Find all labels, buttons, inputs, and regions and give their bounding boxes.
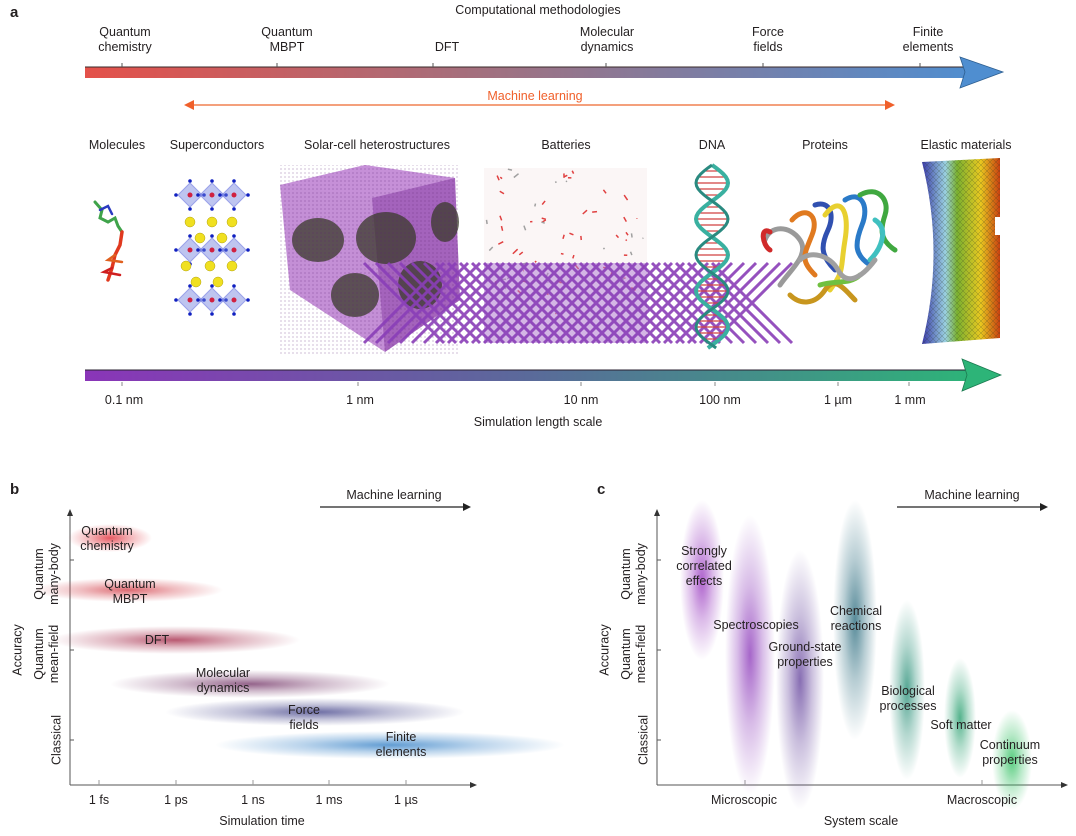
panel-b-xtick-2: 1 ns xyxy=(241,793,265,807)
length-axis-label: Simulation length scale xyxy=(473,415,603,429)
panel-b-y-axis-label: Accuracy xyxy=(10,624,25,676)
pb-blob-2 xyxy=(50,626,300,654)
methods-title: Computational methodologies xyxy=(455,3,621,17)
blob-label-molecular-dynamics: Molecular dynamics xyxy=(195,666,251,695)
blob-label-spectroscopies: Spectroscopies xyxy=(713,618,799,632)
dna-image xyxy=(693,163,731,350)
panel-c-x-axis-label: System scale xyxy=(823,814,899,828)
panel-b-ycat-mean-field: Quantum mean-field xyxy=(32,624,61,684)
pc-blob-6 xyxy=(992,710,1032,810)
panel-c-ml-label: Machine learning xyxy=(924,488,1020,502)
length-tick-2: 10 nm xyxy=(563,393,599,407)
pb-blob-1 xyxy=(33,578,223,602)
panel-a-label: a xyxy=(10,4,19,21)
panel-c-ycat-mean-field: Quantum mean-field xyxy=(619,624,648,684)
pc-blob-5 xyxy=(944,658,976,778)
blob-label-quantum-chemistry: Quantum chemistry xyxy=(80,524,134,553)
panel-b-xtick-1: 1 ps xyxy=(164,793,188,807)
panel-c-xtick-microscopic: Microscopic xyxy=(711,793,777,807)
panel-c-ycat-many-body: Quantum many-body xyxy=(619,543,648,605)
blob-label-dft: DFT xyxy=(144,633,170,647)
ml-range-label: Machine learning xyxy=(487,89,583,103)
blob-label-finite-elements: Finite elements xyxy=(375,730,427,759)
panel-b-blobs xyxy=(33,524,565,759)
system-label-elastic-materials: Elastic materials xyxy=(920,138,1012,152)
system-label-superconductors: Superconductors xyxy=(169,138,265,152)
blob-label-ground-state: Ground-state properties xyxy=(768,640,842,669)
method-label-quantum-chemistry: Quantum chemistry xyxy=(98,25,152,54)
panel-b-axes xyxy=(67,509,477,788)
pb-blob-0 xyxy=(68,524,152,552)
blob-label-force-fields: Force fields xyxy=(288,703,320,732)
length-scale-bar xyxy=(85,358,1003,392)
method-label-force-fields: Force fields xyxy=(752,25,784,54)
panel-b-xtick-4: 1 µs xyxy=(394,793,418,807)
solar-cell-image xyxy=(280,165,460,355)
length-tick-1: 1 nm xyxy=(346,393,374,407)
system-label-proteins: Proteins xyxy=(802,138,848,152)
panel-c-blobs xyxy=(680,500,1032,810)
method-label-dft: DFT xyxy=(434,40,460,54)
blob-label-continuum-properties: Continuum properties xyxy=(979,738,1041,767)
methods-bar xyxy=(85,56,1005,89)
panel-c-ycat-classical: Classical xyxy=(636,714,651,766)
pc-blob-4 xyxy=(889,600,925,780)
protein-image xyxy=(760,189,898,305)
ml-range-arrow xyxy=(184,100,895,110)
length-tick-5: 1 mm xyxy=(894,393,926,407)
batteries-image xyxy=(362,168,794,345)
blob-label-biological-processes: Biological processes xyxy=(879,684,937,713)
pc-blob-2 xyxy=(776,550,824,810)
length-tick-3: 100 nm xyxy=(699,393,741,407)
pc-blob-3 xyxy=(833,500,877,740)
pb-blob-5 xyxy=(215,731,565,759)
panel-b-ml-arrow xyxy=(320,503,471,511)
panel-b-ycat-many-body: Quantum many-body xyxy=(32,543,61,605)
system-label-dna: DNA xyxy=(698,138,726,152)
system-label-molecules: Molecules xyxy=(88,138,146,152)
pc-blob-1 xyxy=(725,515,775,795)
length-tick-0: 0.1 nm xyxy=(104,393,144,407)
panel-c-ml-arrow xyxy=(897,503,1048,511)
length-tick-4: 1 µm xyxy=(823,393,853,407)
blob-label-quantum-mbpt: Quantum MBPT xyxy=(104,577,156,606)
pc-blob-0 xyxy=(680,500,724,660)
system-label-solar-cell: Solar-cell heterostructures xyxy=(304,138,450,152)
panel-c-xtick-macroscopic: Macroscopic xyxy=(946,793,1018,807)
panel-c-label: c xyxy=(597,481,606,498)
elastic-material-image xyxy=(922,158,1000,344)
method-label-quantum-mbpt: Quantum MBPT xyxy=(261,25,313,54)
method-label-finite-elements: Finite elements xyxy=(902,25,954,54)
system-label-batteries: Batteries xyxy=(541,138,591,152)
panel-b-ycat-classical: Classical xyxy=(49,714,64,766)
molecule-image xyxy=(93,200,124,282)
method-label-molecular-dynamics: Molecular dynamics xyxy=(579,25,635,54)
panel-b-ml-label: Machine learning xyxy=(346,488,442,502)
superconductor-image xyxy=(174,179,250,316)
blob-label-chemical-reactions: Chemical reactions xyxy=(829,604,883,633)
panel-c-y-axis-label: Accuracy xyxy=(597,624,612,676)
pb-blob-4 xyxy=(165,698,465,726)
blob-label-strongly-correlated: Strongly correlated effects xyxy=(676,544,732,588)
panel-b-label: b xyxy=(10,481,20,498)
panel-b-x-axis-label: Simulation time xyxy=(219,814,305,828)
panel-b-xtick-0: 1 fs xyxy=(88,793,110,807)
pb-blob-3 xyxy=(110,670,390,698)
panel-b-xtick-3: 1 ms xyxy=(315,793,343,807)
blob-label-soft-matter: Soft matter xyxy=(930,718,992,732)
